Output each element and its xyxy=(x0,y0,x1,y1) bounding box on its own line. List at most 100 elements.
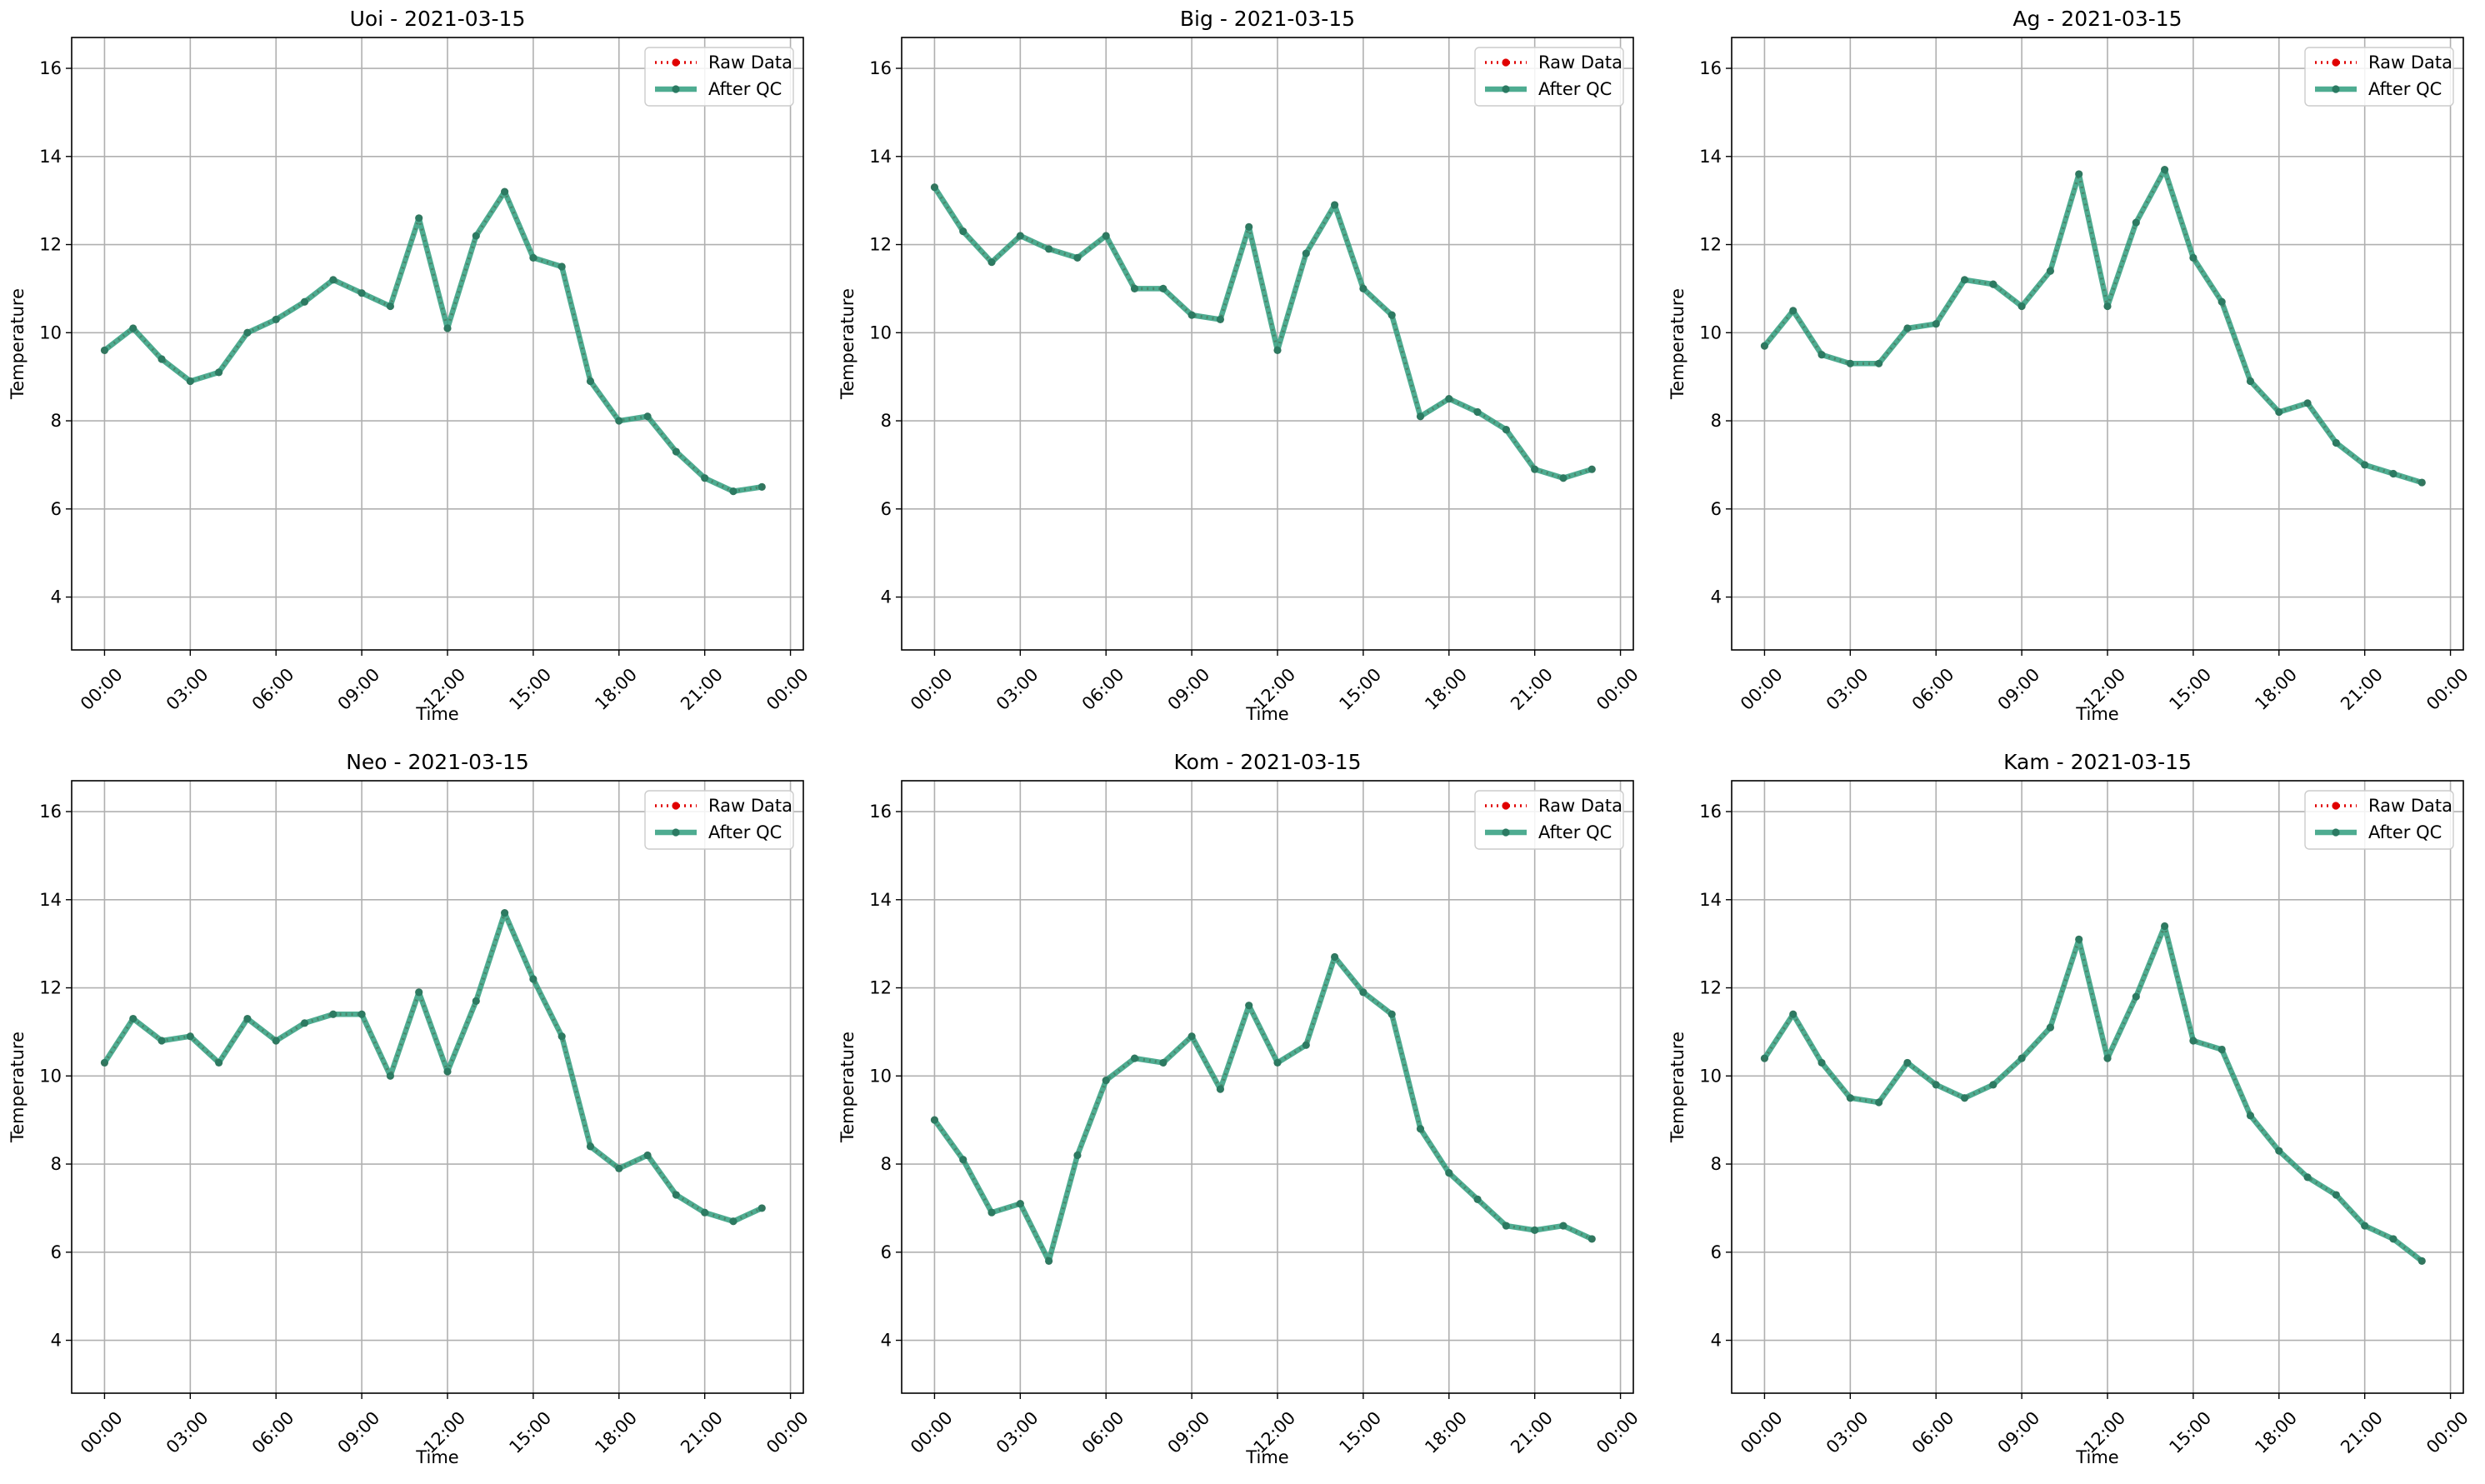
data-point-after-qc xyxy=(1989,280,1998,288)
data-point-after-qc xyxy=(443,1067,452,1076)
data-point-after-qc xyxy=(2132,218,2140,227)
data-point-after-qc xyxy=(1875,359,1883,367)
y-tick-label: 6 xyxy=(881,499,892,519)
y-tick-label: 10 xyxy=(1699,322,1722,342)
plot-frame xyxy=(71,780,804,1394)
plot-frame xyxy=(71,37,804,651)
data-point-after-qc xyxy=(959,1156,968,1164)
y-tick-label: 10 xyxy=(1699,1066,1722,1086)
legend-marker-raw-data xyxy=(1502,802,1510,810)
data-point-after-qc xyxy=(1502,426,1510,434)
legend-marker-after-qc xyxy=(672,828,680,837)
data-point-after-qc xyxy=(386,302,395,311)
data-point-after-qc xyxy=(1273,346,1282,355)
chart-panel-4: 00:00 03:00 06:00 09:00 12:00 15:00 18:00 21:00… xyxy=(8,750,812,1467)
y-tick-label: 6 xyxy=(1711,1242,1722,1262)
data-point-after-qc xyxy=(1818,1058,1826,1067)
data-point-after-qc xyxy=(1102,232,1110,240)
data-point-after-qc xyxy=(1130,284,1139,293)
y-tick-label: 14 xyxy=(1699,147,1722,167)
chart-panel-5: 00:00 03:00 06:00 09:00 12:00 15:00 18:00 21:00… xyxy=(838,750,1642,1467)
y-tick-label: 16 xyxy=(1699,802,1722,822)
y-tick-label: 10 xyxy=(39,1066,62,1086)
data-point-after-qc xyxy=(1473,1195,1482,1203)
data-point-after-qc xyxy=(272,1037,280,1045)
data-point-after-qc xyxy=(2160,922,2169,931)
x-axis-label: Time xyxy=(1245,704,1288,724)
data-point-after-qc xyxy=(1588,465,1596,473)
data-point-after-qc xyxy=(959,227,968,236)
data-point-after-qc xyxy=(1932,320,1940,328)
y-tick-label: 12 xyxy=(39,235,62,255)
data-point-after-qc xyxy=(1388,1010,1396,1018)
y-tick-label: 16 xyxy=(869,802,892,822)
series-line-after-qc xyxy=(102,188,762,494)
data-point-after-qc xyxy=(2418,1257,2426,1265)
legend-label-raw-data: Raw Data xyxy=(708,52,792,72)
legend-label-raw-data: Raw Data xyxy=(1538,52,1622,72)
data-point-after-qc xyxy=(500,187,509,196)
data-point-after-qc xyxy=(1789,307,1798,315)
legend-marker-after-qc xyxy=(1502,85,1510,93)
data-point-after-qc xyxy=(2160,166,2169,174)
data-point-after-qc xyxy=(2046,267,2055,275)
data-point-after-qc xyxy=(2389,469,2398,478)
data-point-after-qc xyxy=(1388,311,1396,319)
data-point-after-qc xyxy=(1073,1151,1082,1160)
data-point-after-qc xyxy=(1130,1054,1139,1062)
data-point-after-qc xyxy=(2132,992,2140,1001)
data-point-after-qc xyxy=(1359,284,1368,293)
data-point-after-qc xyxy=(758,482,766,491)
y-tick-label: 8 xyxy=(51,1154,62,1174)
y-axis-label: Temperature xyxy=(8,1032,28,1143)
data-point-after-qc xyxy=(1216,315,1225,324)
data-point-after-qc xyxy=(1273,1058,1282,1067)
data-point-after-qc xyxy=(1445,394,1453,403)
data-point-after-qc xyxy=(729,1217,738,1226)
data-point-after-qc xyxy=(300,1019,309,1027)
data-point-after-qc xyxy=(1846,1094,1854,1102)
series-line-after-qc xyxy=(932,954,1593,1264)
series-line-after-qc xyxy=(932,186,1593,482)
plot-frame xyxy=(1731,37,2464,651)
data-point-after-qc xyxy=(1932,1081,1940,1089)
data-point-after-qc xyxy=(1502,1222,1510,1230)
legend-label-raw-data: Raw Data xyxy=(2368,796,2452,816)
legend-marker-raw-data xyxy=(2332,802,2340,810)
data-point-after-qc xyxy=(1159,1058,1168,1067)
data-point-after-qc xyxy=(2218,1045,2226,1054)
data-point-after-qc xyxy=(215,368,223,377)
y-tick-label: 6 xyxy=(1711,499,1722,519)
data-point-after-qc xyxy=(1846,359,1854,367)
data-point-after-qc xyxy=(1473,407,1482,417)
series-line-after-qc xyxy=(1762,923,2424,1263)
plot-frame xyxy=(1731,780,2464,1394)
y-tick-label: 10 xyxy=(869,322,892,342)
data-point-after-qc xyxy=(2275,407,2283,417)
legend-marker-after-qc xyxy=(1502,828,1510,837)
data-point-after-qc xyxy=(988,1208,996,1217)
data-point-after-qc xyxy=(386,1072,395,1080)
y-tick-label: 4 xyxy=(51,587,62,607)
data-point-after-qc xyxy=(2046,1023,2055,1032)
data-point-after-qc xyxy=(415,214,423,222)
data-point-after-qc xyxy=(1903,1058,1912,1067)
data-point-after-qc xyxy=(2075,170,2083,178)
data-point-after-qc xyxy=(1559,1222,1568,1230)
data-point-after-qc xyxy=(1016,232,1024,240)
x-axis-label: Time xyxy=(1245,1447,1288,1467)
data-point-after-qc xyxy=(1045,245,1053,253)
data-point-after-qc xyxy=(329,276,338,284)
y-tick-label: 12 xyxy=(39,978,62,998)
y-tick-label: 8 xyxy=(1711,411,1722,431)
data-point-after-qc xyxy=(2075,935,2083,943)
data-point-after-qc xyxy=(1416,412,1425,421)
y-tick-label: 4 xyxy=(1711,1331,1722,1351)
legend-label-after-qc: After QC xyxy=(1538,822,1612,842)
data-point-after-qc xyxy=(300,297,309,306)
y-tick-label: 10 xyxy=(869,1066,892,1086)
legend-label-after-qc: After QC xyxy=(2368,822,2442,842)
data-point-after-qc xyxy=(1960,1094,1969,1102)
data-point-after-qc xyxy=(701,474,709,482)
chart-title: Kom - 2021-03-15 xyxy=(1174,750,1362,774)
